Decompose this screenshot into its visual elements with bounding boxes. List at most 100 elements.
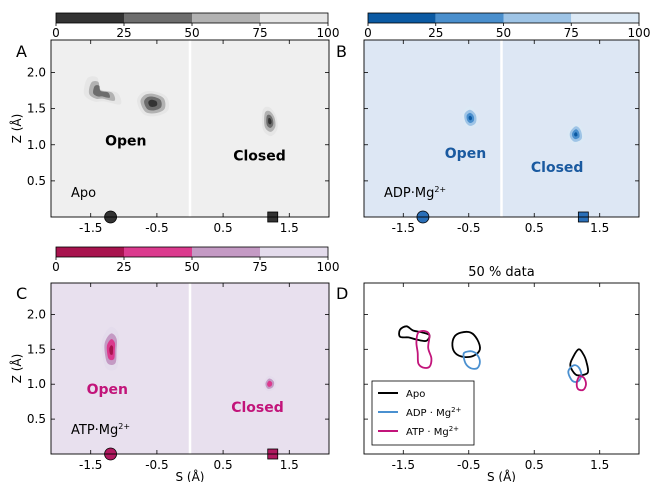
colorbar-segment bbox=[260, 247, 328, 257]
colorbar-segment bbox=[56, 247, 124, 257]
colorbar-segment bbox=[124, 247, 192, 257]
colorbar-segment bbox=[503, 13, 572, 23]
y-tick-label: 2.0 bbox=[27, 66, 46, 80]
panel-C: C Open Closed ATP·Mg2+ -1.5 -0.5 0.5 1.5 0.5 1.0 1… bbox=[9, 282, 330, 482]
condition-label: ADP·Mg2+ bbox=[384, 185, 446, 201]
colorbar-tick-label: 25 bbox=[116, 26, 131, 40]
colorbar-tick-label: 100 bbox=[317, 26, 340, 40]
colorbar-tick-label: 50 bbox=[184, 26, 199, 40]
y-axis-label: Z (Å) bbox=[9, 354, 24, 384]
colorbar-A: 0 25 50 75 100 bbox=[52, 12, 340, 40]
contour-atpmg bbox=[575, 375, 587, 392]
colorbar-tick-label: 100 bbox=[317, 260, 340, 274]
legend-label-superscript: 2+ bbox=[451, 406, 461, 414]
x-tick-label: -1.5 bbox=[392, 221, 415, 235]
condition-text: ATP·Mg bbox=[71, 423, 118, 438]
density-contour bbox=[268, 117, 272, 125]
y-tick-label: 1.5 bbox=[27, 102, 46, 116]
contour-apo bbox=[569, 348, 590, 377]
x-tick-label: 0.5 bbox=[525, 221, 544, 235]
x-tick-label: 1.5 bbox=[590, 458, 609, 472]
x-tick-label: -0.5 bbox=[145, 221, 168, 235]
x-tick-label: 0.5 bbox=[214, 221, 233, 235]
condition-superscript: 2+ bbox=[118, 422, 130, 431]
x-tick-label: 0.5 bbox=[214, 458, 233, 472]
panel-A: A Open Closed Apo -1.5 -0.5 0.5 1.5 0.5 1.0 1.5 2.0… bbox=[9, 39, 330, 235]
x-axis-label: S (Å) bbox=[175, 469, 204, 482]
plot-frame bbox=[363, 39, 640, 218]
colorbar-segment bbox=[435, 13, 504, 23]
x-tick-label: -1.5 bbox=[79, 221, 102, 235]
density-contour bbox=[468, 115, 473, 121]
legend-label-text: ADP · Mg bbox=[406, 408, 451, 419]
colorbar-tick-label: 0 bbox=[52, 260, 60, 274]
contour-adpmg bbox=[567, 364, 583, 383]
panel-B: B Open Closed ADP·Mg2+ -1.5 -0.5 0.5 1.5 bbox=[336, 39, 640, 235]
density-contour bbox=[574, 132, 578, 137]
density-contour bbox=[267, 380, 273, 387]
colorbar-tick-label: 0 bbox=[52, 26, 60, 40]
density-contour bbox=[148, 99, 158, 107]
legend-label: ADP · Mg2+ bbox=[406, 406, 462, 419]
legend-label-superscript: 2+ bbox=[449, 425, 459, 433]
density-contour bbox=[109, 345, 114, 355]
y-tick-label: 0.5 bbox=[27, 174, 46, 188]
contour-atpmg bbox=[415, 330, 433, 369]
colorbar-segment bbox=[192, 13, 260, 23]
colorbar-segment bbox=[192, 247, 260, 257]
x-tick-label: -1.5 bbox=[392, 458, 415, 472]
x-tick-label: 0.5 bbox=[525, 458, 544, 472]
colorbar-tick-label: 0 bbox=[364, 26, 372, 40]
colorbar-tick-label: 75 bbox=[252, 26, 267, 40]
colorbar-segment bbox=[124, 13, 192, 23]
x-tick-label: 1.5 bbox=[280, 458, 299, 472]
y-tick-label: 1.5 bbox=[27, 342, 46, 356]
closed-state-label: Closed bbox=[233, 149, 286, 165]
colorbar-C: 0 25 50 75 100 bbox=[52, 246, 340, 274]
condition-label: ATP·Mg2+ bbox=[71, 422, 130, 438]
contour-adpmg bbox=[462, 350, 481, 370]
y-tick-label: 0.5 bbox=[27, 412, 46, 426]
x-tick-label: -0.5 bbox=[145, 458, 168, 472]
colorbar-segment bbox=[368, 13, 436, 23]
plot-frame bbox=[363, 282, 640, 455]
closed-state-label: Closed bbox=[531, 160, 584, 176]
condition-label: Apo bbox=[71, 186, 96, 201]
contour-apo bbox=[451, 330, 481, 358]
open-state-label: Open bbox=[87, 382, 128, 398]
colorbar-B: 0 25 50 75 100 bbox=[364, 12, 651, 40]
x-tick-label: -0.5 bbox=[457, 221, 480, 235]
panel-letter: B bbox=[336, 42, 347, 61]
y-axis-label: Z (Å) bbox=[9, 114, 24, 144]
condition-superscript: 2+ bbox=[434, 185, 446, 194]
x-tick-label: 1.5 bbox=[280, 221, 299, 235]
colorbar-tick-label: 25 bbox=[428, 26, 443, 40]
colorbar-tick-label: 75 bbox=[252, 260, 267, 274]
panel-letter: C bbox=[16, 284, 27, 303]
condition-text: Apo bbox=[71, 186, 96, 201]
density-contour bbox=[93, 85, 111, 98]
colorbar-tick-label: 25 bbox=[116, 260, 131, 274]
panel-title: 50 % data bbox=[468, 265, 534, 280]
colorbar-segment bbox=[56, 13, 124, 23]
x-tick-label: 1.5 bbox=[590, 221, 609, 235]
colorbar-segment bbox=[571, 13, 639, 23]
colorbar-segment bbox=[260, 13, 328, 23]
panel-letter: A bbox=[16, 42, 27, 61]
x-tick-label: -0.5 bbox=[457, 458, 480, 472]
x-tick-label: -1.5 bbox=[79, 458, 102, 472]
colorbar-tick-label: 50 bbox=[496, 26, 511, 40]
panel-letter: D bbox=[336, 284, 348, 303]
colorbar-tick-label: 50 bbox=[184, 260, 199, 274]
colorbar-tick-label: 100 bbox=[628, 26, 651, 40]
legend-label-text: ATP · Mg bbox=[406, 427, 449, 438]
closed-state-label: Closed bbox=[231, 400, 284, 416]
legend-label: Apo bbox=[406, 389, 425, 400]
legend-label: ATP · Mg2+ bbox=[406, 425, 459, 438]
x-axis-label: S (Å) bbox=[487, 469, 516, 482]
y-tick-label: 1.0 bbox=[27, 377, 46, 391]
y-tick-label: 1.0 bbox=[27, 138, 46, 152]
